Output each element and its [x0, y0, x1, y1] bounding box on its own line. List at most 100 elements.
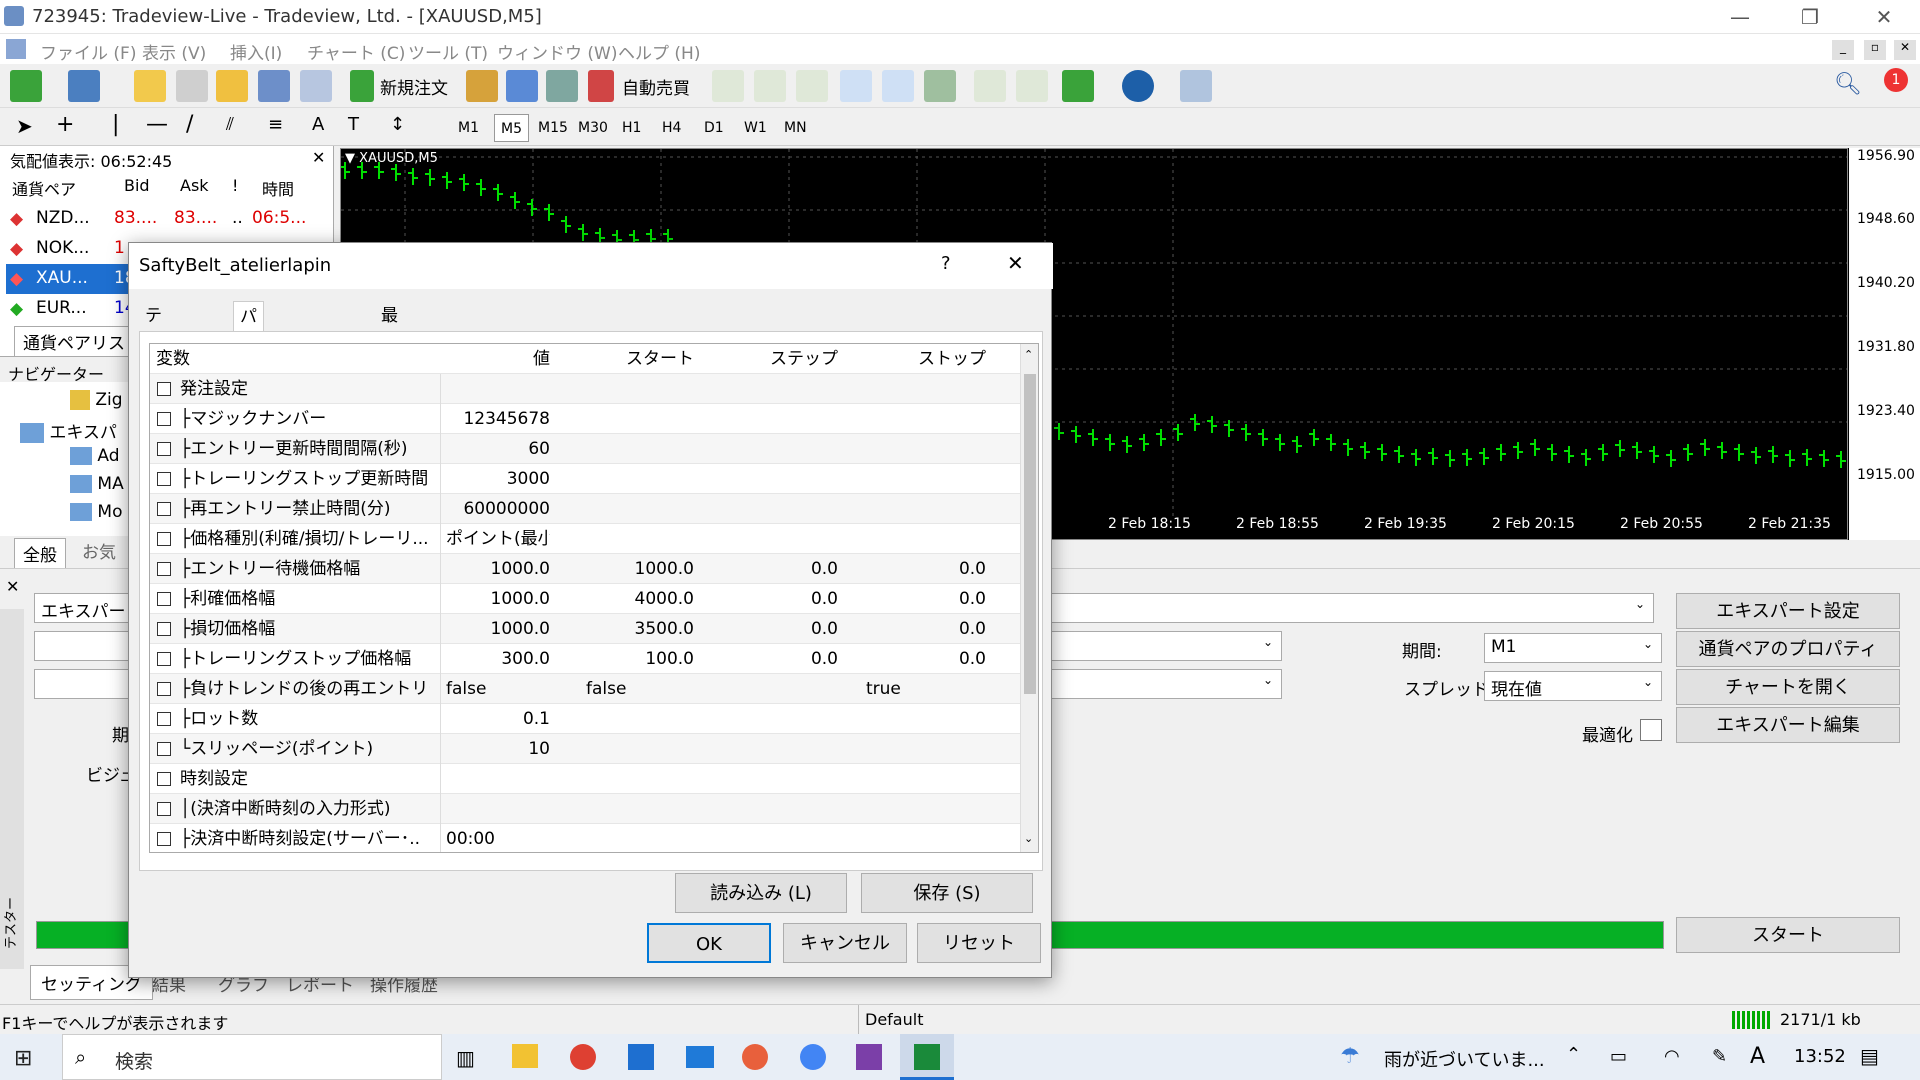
- zoom-in-icon[interactable]: [840, 70, 872, 102]
- open-chart-button[interactable]: チャートを開く: [1676, 669, 1900, 705]
- indicators-icon[interactable]: [1062, 70, 1094, 102]
- mdi-close-button[interactable]: ✕: [1894, 40, 1916, 60]
- param-value[interactable]: 60: [528, 439, 550, 459]
- param-start[interactable]: [580, 464, 694, 494]
- param-stop[interactable]: [860, 404, 986, 434]
- param-step[interactable]: [720, 464, 838, 494]
- channel-icon[interactable]: ⫽: [226, 114, 235, 135]
- arrows-icon[interactable]: ↕: [390, 114, 406, 135]
- tester-icon[interactable]: [300, 70, 332, 102]
- periods-icon[interactable]: [1122, 70, 1154, 102]
- param-step[interactable]: [720, 434, 838, 464]
- save-button[interactable]: 保存 (S): [861, 873, 1033, 913]
- task-view-icon[interactable]: ▥: [456, 1046, 475, 1070]
- row-checkbox[interactable]: [157, 772, 171, 786]
- param-stop[interactable]: [860, 764, 986, 794]
- row-checkbox[interactable]: [157, 502, 171, 516]
- mdi-restore-button[interactable]: ▫: [1864, 40, 1886, 60]
- param-value[interactable]: ポイント(最小価･..: [446, 529, 550, 549]
- param-stop[interactable]: [860, 464, 986, 494]
- row-checkbox[interactable]: [157, 832, 171, 846]
- param-stop[interactable]: [860, 824, 986, 852]
- table-row[interactable]: │(決済中断時刻の入力形式): [150, 794, 1020, 824]
- col-value[interactable]: 値: [533, 349, 550, 369]
- row-checkbox[interactable]: [157, 442, 171, 456]
- table-row[interactable]: ├ロット数 0.1: [150, 704, 1020, 734]
- param-start[interactable]: [580, 494, 694, 524]
- param-start[interactable]: 4000.0: [634, 589, 694, 609]
- candle-chart-icon[interactable]: [754, 70, 786, 102]
- cursor-icon[interactable]: ➤: [16, 114, 33, 138]
- new-chart-icon[interactable]: [10, 70, 42, 102]
- table-row[interactable]: 時刻設定: [150, 764, 1020, 794]
- dialog-close-button[interactable]: ✕: [1007, 251, 1024, 275]
- row-checkbox[interactable]: [157, 742, 171, 756]
- weather-icon[interactable]: ☂: [1340, 1044, 1360, 1069]
- mw-header-bid[interactable]: Bid: [124, 176, 150, 195]
- param-stop[interactable]: 0.0: [958, 559, 986, 579]
- nav-item[interactable]: Zig: [70, 390, 123, 410]
- param-step[interactable]: 0.0: [810, 589, 838, 609]
- mw-row[interactable]: ◆ NZD... 83.... 83.... .. 06:5...: [6, 204, 306, 234]
- market-icon[interactable]: [546, 70, 578, 102]
- weather-text[interactable]: 雨が近づいていま...: [1384, 1050, 1545, 1071]
- notification-badge[interactable]: 1: [1884, 68, 1908, 92]
- param-value[interactable]: [440, 764, 550, 794]
- param-stop[interactable]: [860, 494, 986, 524]
- tf-h1[interactable]: H1: [622, 120, 642, 136]
- table-row[interactable]: ├エントリー更新時間間隔(秒) 60: [150, 434, 1020, 464]
- table-row[interactable]: ├再エントリー禁止時間(分) 60000000: [150, 494, 1020, 524]
- tf-d1[interactable]: D1: [704, 120, 724, 136]
- param-value[interactable]: 10: [528, 739, 550, 759]
- table-row[interactable]: ├トレーリングストップ更新時間･.. 3000: [150, 464, 1020, 494]
- tf-m1[interactable]: M1: [458, 120, 479, 136]
- mail-icon[interactable]: [686, 1046, 714, 1068]
- line-chart-icon[interactable]: [796, 70, 828, 102]
- row-checkbox[interactable]: [157, 712, 171, 726]
- tab-testing[interactable]: テスト設定: [145, 306, 162, 446]
- action-center-icon[interactable]: ▤: [1860, 1044, 1879, 1068]
- table-row[interactable]: ├エントリー待機価格幅 1000.0 1000.0 0.0 0.0: [150, 554, 1020, 584]
- nav-item[interactable]: Ad: [70, 446, 120, 466]
- expert-properties-button[interactable]: エキスパート設定: [1676, 593, 1900, 629]
- param-step[interactable]: [720, 764, 838, 794]
- menu-tools[interactable]: ツール (T): [408, 44, 489, 64]
- taskbar-search[interactable]: ⌕ 検索: [62, 1034, 442, 1080]
- param-start[interactable]: false: [586, 679, 627, 699]
- tf-h4[interactable]: H4: [662, 120, 682, 136]
- param-value[interactable]: 00:00: [446, 829, 495, 849]
- pen-icon[interactable]: ✎: [1712, 1046, 1728, 1067]
- param-step[interactable]: [720, 494, 838, 524]
- param-start[interactable]: [580, 374, 694, 404]
- table-row[interactable]: ├価格種別(利確/損切/トレーリ... ポイント(最小価･..: [150, 524, 1020, 554]
- param-stop[interactable]: 0.0: [958, 649, 986, 669]
- param-stop[interactable]: [860, 374, 986, 404]
- tab-report[interactable]: レポート: [286, 976, 354, 996]
- scroll-down-icon[interactable]: ⌄: [1024, 832, 1034, 845]
- tf-w1[interactable]: W1: [744, 120, 767, 136]
- param-value[interactable]: 1000.0: [490, 589, 550, 609]
- menu-view[interactable]: 表示 (V): [142, 44, 207, 64]
- cancel-button[interactable]: キャンセル: [783, 923, 907, 963]
- chrome-profile-icon[interactable]: [800, 1044, 826, 1070]
- table-row[interactable]: ├利確価格幅 1000.0 4000.0 0.0 0.0: [150, 584, 1020, 614]
- reset-button[interactable]: リセット: [917, 923, 1041, 963]
- mw-header-flag[interactable]: !: [232, 176, 239, 195]
- battery-icon[interactable]: ▭: [1610, 1046, 1628, 1067]
- tf-m30[interactable]: M30: [578, 120, 608, 136]
- scroll-up-icon[interactable]: ⌃: [1024, 348, 1034, 361]
- param-start[interactable]: 100.0: [645, 649, 694, 669]
- param-start[interactable]: [580, 704, 694, 734]
- param-value[interactable]: 3000: [506, 469, 550, 489]
- search-icon[interactable]: 🔍︎: [1834, 72, 1862, 97]
- row-checkbox[interactable]: [157, 562, 171, 576]
- templates-icon[interactable]: [1180, 70, 1212, 102]
- param-value[interactable]: 1000.0: [490, 619, 550, 639]
- row-checkbox[interactable]: [157, 652, 171, 666]
- param-start[interactable]: [580, 734, 694, 764]
- tab-settings[interactable]: セッティング: [30, 965, 153, 1000]
- new-order-button[interactable]: 新規注文: [380, 79, 448, 99]
- clock[interactable]: 13:52: [1794, 1046, 1846, 1067]
- menu-window[interactable]: ウィンドウ (W): [497, 44, 618, 64]
- market-watch-icon[interactable]: [134, 70, 166, 102]
